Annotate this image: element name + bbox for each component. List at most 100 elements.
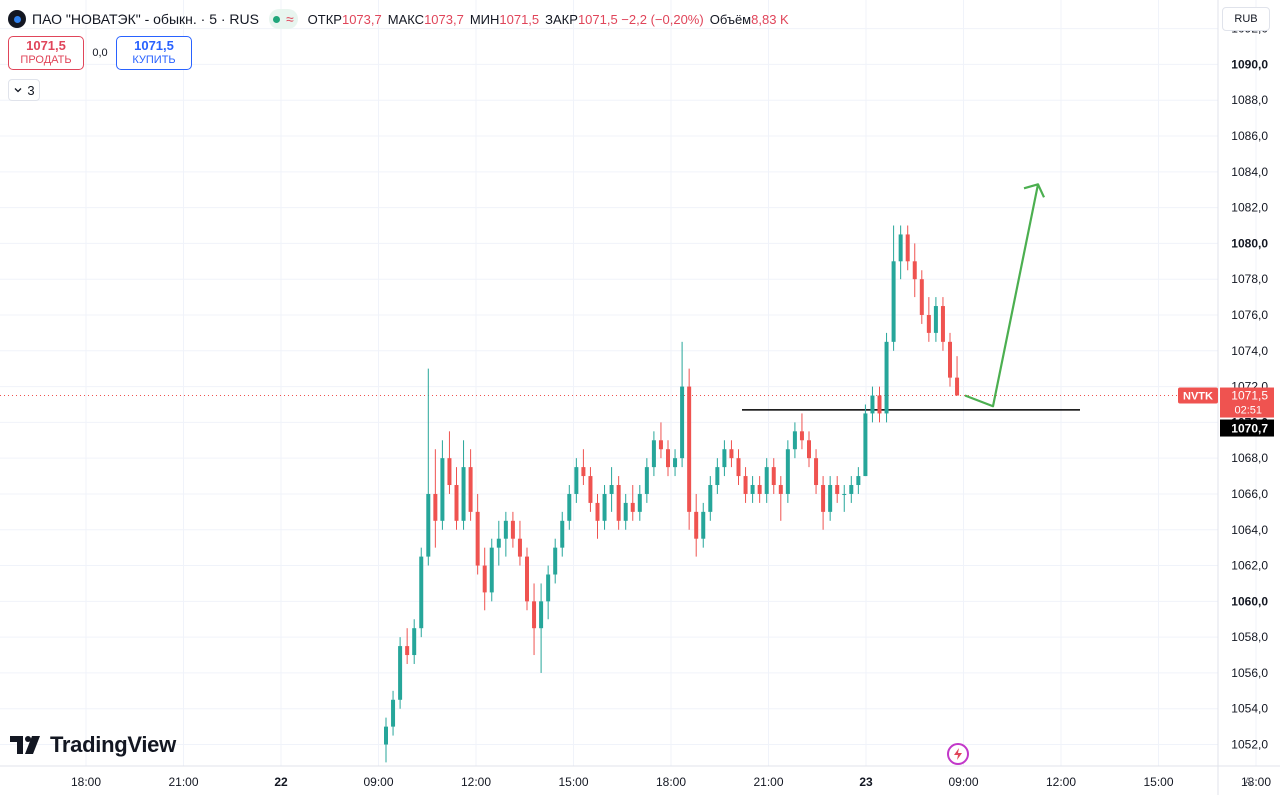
candle bbox=[468, 449, 473, 521]
candle-body bbox=[539, 601, 544, 629]
market-status[interactable]: ≈ bbox=[268, 9, 298, 29]
price-tick-label: 1086,0 bbox=[1231, 129, 1268, 143]
ohlc-high-value: 1073,7 bbox=[424, 11, 464, 27]
time-tick-label: 18:00 bbox=[1241, 775, 1271, 789]
candle bbox=[461, 440, 466, 530]
symbol-title[interactable]: ПАО "НОВАТЭК" - обыкн. · 5 · RUS bbox=[32, 11, 259, 27]
candle-body bbox=[461, 467, 466, 521]
support-level-line bbox=[0, 395, 1218, 411]
candle-body bbox=[856, 476, 861, 486]
candle-body bbox=[405, 646, 410, 656]
lightning-icon bbox=[954, 748, 962, 760]
candle bbox=[651, 431, 656, 477]
currency-selector[interactable]: RUB bbox=[1222, 7, 1270, 31]
candle bbox=[863, 404, 868, 477]
candle-body bbox=[821, 485, 826, 512]
forecast-arrow-path bbox=[964, 184, 1040, 408]
price-tick-label: 1080,0 bbox=[1231, 236, 1268, 250]
chevron-down-icon bbox=[14, 88, 22, 93]
candle bbox=[687, 368, 692, 530]
candle bbox=[433, 449, 438, 548]
price-tick-label: 1084,0 bbox=[1231, 165, 1268, 179]
candle-body bbox=[729, 449, 734, 459]
candle-body bbox=[792, 431, 797, 450]
candle-body bbox=[940, 306, 945, 342]
candle bbox=[666, 440, 670, 477]
candle bbox=[764, 458, 769, 503]
flash-icon[interactable] bbox=[947, 743, 969, 765]
candle-body bbox=[955, 377, 960, 396]
candle bbox=[658, 422, 663, 459]
price-tick-label: 1054,0 bbox=[1231, 702, 1268, 716]
candle bbox=[736, 449, 741, 486]
time-tick-label: 09:00 bbox=[948, 775, 978, 789]
time-tick-label: 09:00 bbox=[363, 775, 393, 789]
candle bbox=[553, 538, 558, 584]
forecast-arrow bbox=[964, 183, 1045, 408]
candle-body bbox=[736, 458, 741, 477]
candle-body bbox=[933, 306, 938, 333]
candle-body bbox=[454, 485, 459, 521]
candle-body bbox=[595, 502, 600, 521]
candle bbox=[475, 493, 480, 575]
candle bbox=[757, 476, 762, 503]
candle bbox=[785, 440, 790, 503]
candle-body bbox=[666, 449, 670, 468]
candle bbox=[581, 449, 586, 486]
candle bbox=[567, 485, 572, 530]
indicators-toggle[interactable]: 3 bbox=[8, 79, 40, 101]
delayed-data-icon: ≈ bbox=[285, 11, 294, 27]
auto-scale-button[interactable]: A bbox=[1244, 776, 1252, 788]
candle bbox=[517, 520, 522, 566]
tradingview-logo[interactable]: TradingView bbox=[10, 732, 176, 758]
candle-body bbox=[757, 485, 762, 494]
candle-body bbox=[602, 493, 607, 521]
ohlc-close-value: 1071,5 −2,2 (−0,20%) bbox=[577, 11, 704, 27]
last-price-label: 1071,5 bbox=[1231, 389, 1268, 403]
candle bbox=[948, 332, 952, 387]
candle-body bbox=[863, 413, 868, 477]
candle bbox=[644, 458, 649, 503]
candle-body bbox=[807, 440, 811, 459]
candle bbox=[807, 431, 811, 468]
candle bbox=[398, 637, 403, 709]
candle bbox=[440, 440, 445, 530]
candle bbox=[384, 717, 388, 763]
price-tick-label: 1068,0 bbox=[1231, 451, 1268, 465]
price-tick-label: 1074,0 bbox=[1231, 344, 1268, 358]
candle-body bbox=[715, 467, 720, 486]
price-tick-label: 1062,0 bbox=[1231, 559, 1268, 573]
symbol-logo-icon bbox=[8, 10, 26, 28]
ohlc-open-label: ОТКР bbox=[307, 11, 342, 27]
time-tick-label: 15:00 bbox=[558, 775, 588, 789]
candle-body bbox=[588, 476, 593, 503]
price-tick-label: 1090,0 bbox=[1231, 57, 1268, 71]
candle bbox=[799, 413, 804, 450]
volume-label: Объём bbox=[709, 11, 752, 27]
candle bbox=[503, 511, 508, 557]
candle bbox=[835, 476, 840, 503]
candle-body bbox=[482, 565, 487, 593]
candle bbox=[489, 538, 494, 602]
candle bbox=[729, 440, 734, 468]
candle bbox=[750, 476, 755, 503]
candle-body bbox=[926, 314, 931, 333]
buy-button[interactable]: 1071,5 КУПИТЬ bbox=[116, 36, 192, 70]
candle bbox=[877, 386, 882, 423]
candle-body bbox=[651, 440, 656, 468]
candle-body bbox=[398, 646, 403, 700]
price-tick-label: 1066,0 bbox=[1231, 487, 1268, 501]
candle bbox=[680, 341, 685, 468]
time-tick-label: 15:00 bbox=[1143, 775, 1173, 789]
candle-body bbox=[532, 601, 537, 629]
candle bbox=[743, 467, 748, 503]
candle bbox=[856, 467, 861, 494]
candle bbox=[891, 225, 896, 351]
candle-body bbox=[905, 234, 910, 262]
candle-body bbox=[553, 547, 558, 575]
time-tick-label: 21:00 bbox=[753, 775, 783, 789]
candle-body bbox=[722, 449, 727, 468]
candle bbox=[412, 619, 417, 664]
sell-button[interactable]: 1071,5 ПРОДАТЬ bbox=[8, 36, 84, 70]
